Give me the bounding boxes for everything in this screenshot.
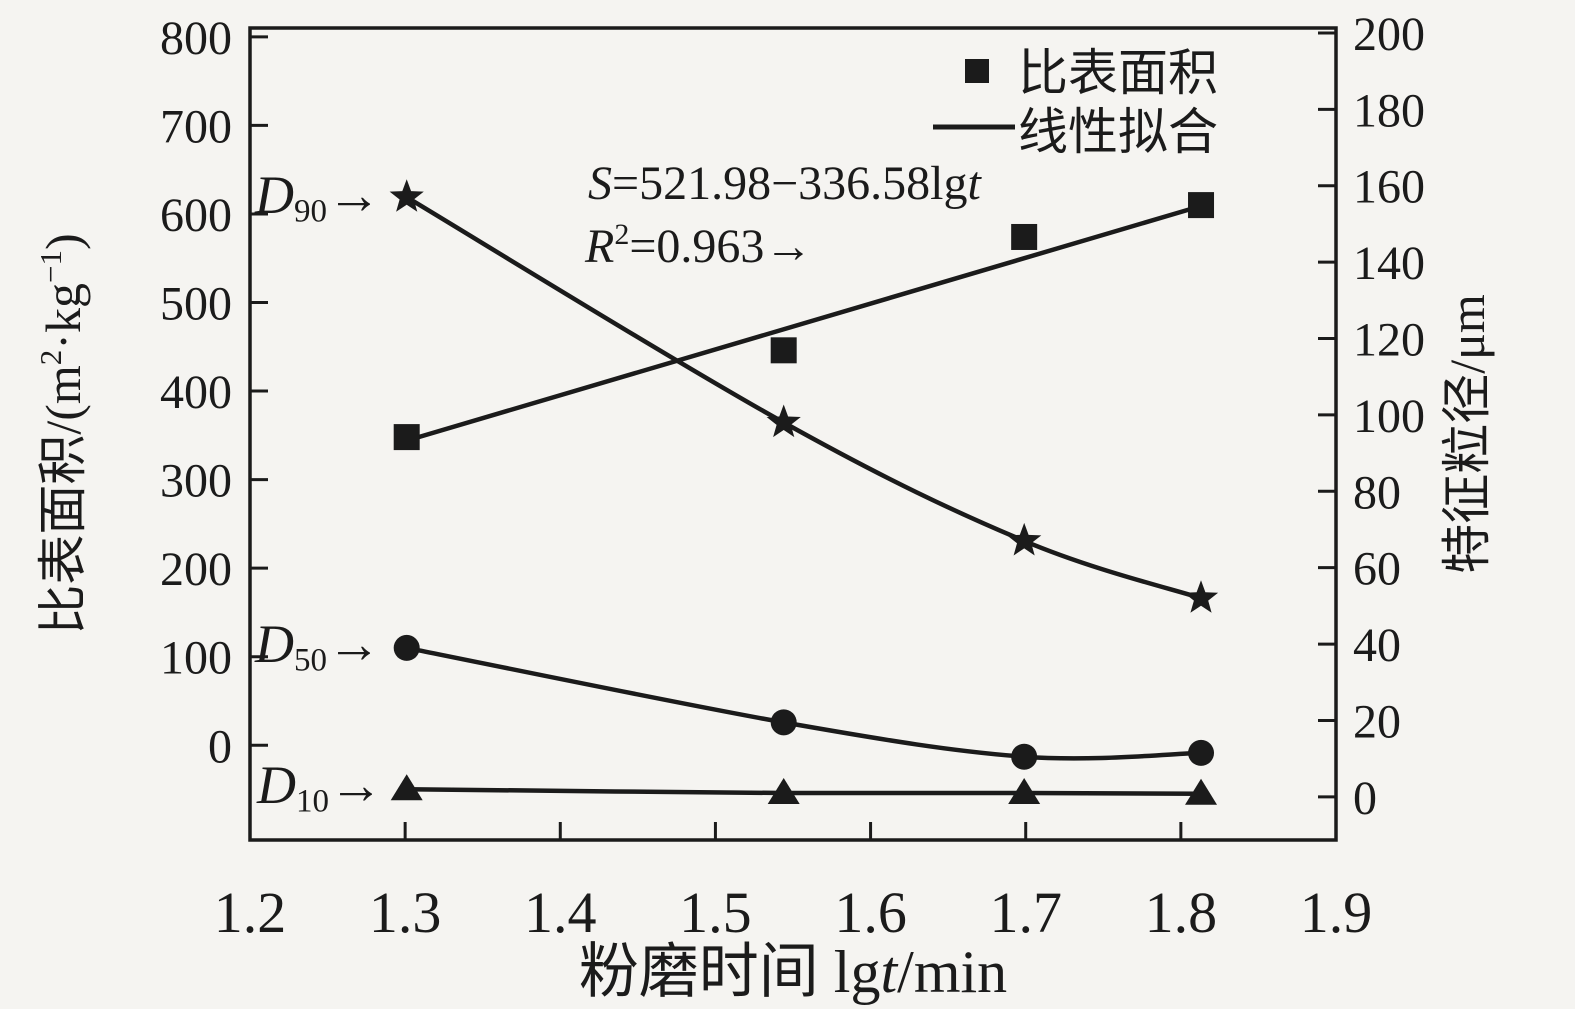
y-right-tick-label: 0 — [1353, 772, 1377, 825]
axis-titles: 粉磨时间 lgt/min 比表面积/(m2·kg−1) 特征粒径/μm — [33, 233, 1495, 1005]
circle-marker — [1188, 739, 1215, 766]
star-marker — [389, 179, 424, 212]
square-marker — [770, 337, 797, 364]
x-axis-tick-label: 1.9 — [1300, 880, 1373, 945]
y-left-tick-label: 700 — [160, 100, 232, 153]
fit-r-squared: R2=0.963→ — [584, 218, 812, 273]
y-right-tick-label: 60 — [1353, 543, 1401, 596]
y-right-tick-label: 40 — [1353, 619, 1401, 672]
circle-marker — [1011, 743, 1038, 770]
legend-square-marker — [965, 59, 989, 83]
annotations: D90→ D50→ D10→ S=521.98−336.58lgt R2=0.963→ — [254, 157, 982, 820]
triangle-marker — [1185, 778, 1218, 805]
star-marker — [1007, 522, 1042, 556]
series-markers — [389, 179, 1219, 805]
series-lines — [404, 194, 1204, 797]
y-right-axis-title: 特征粒径/μm — [1439, 294, 1495, 574]
y-left-tick-label: 800 — [160, 12, 232, 65]
star-marker — [1183, 580, 1219, 613]
y-right-tick-label: 180 — [1353, 84, 1425, 137]
y-right-tick-label: 140 — [1353, 237, 1425, 290]
y-right-tick-label: 200 — [1353, 8, 1425, 61]
fit-equation: S=521.98−336.58lgt — [588, 157, 982, 210]
legend-item-label: 线性拟合 — [1018, 104, 1218, 160]
y-left-tick-label: 400 — [160, 366, 232, 419]
y-right-tick-label: 100 — [1353, 390, 1425, 443]
plot-border — [248, 26, 1338, 842]
y-right-tick-label: 120 — [1353, 314, 1425, 367]
circle-marker — [393, 634, 420, 661]
series-d50-line — [404, 645, 1204, 761]
x-axis-tick-label: 1.5 — [679, 880, 752, 945]
y-right-tick-label: 80 — [1353, 466, 1401, 519]
series-specific-surface-area-points — [393, 192, 1215, 451]
series-linear-fit-line — [404, 203, 1204, 443]
x-axis-tick-label: 1.3 — [369, 880, 442, 945]
y-left-tick-label: 200 — [160, 543, 232, 596]
triangle-marker — [1008, 778, 1041, 805]
d10-label: D10→ — [256, 755, 383, 820]
series-d90-points — [389, 179, 1219, 613]
axes: 1.2 1.3 1.4 1.5 1.6 1.7 1.8 1.90100200300400500… — [160, 8, 1425, 945]
star-marker — [766, 404, 801, 438]
y-left-tick-label: 300 — [160, 455, 232, 508]
x-axis-title: 粉磨时间 lgt/min — [579, 939, 1007, 1005]
y-right-tick-label: 20 — [1353, 695, 1401, 748]
y-left-tick-label: 0 — [208, 720, 232, 773]
y-left-tick-label: 100 — [160, 632, 232, 685]
y-left-tick-label: 500 — [160, 278, 232, 331]
legend-item-label: 比表面积 — [1018, 45, 1218, 101]
x-axis-tick-label: 1.8 — [1145, 880, 1218, 945]
square-marker — [1011, 223, 1038, 250]
y-left-tick-label: 600 — [160, 189, 232, 242]
d90-label: D90→ — [254, 165, 381, 230]
y-left-axis-title: 比表面积/(m2·kg−1) — [33, 233, 91, 634]
triangle-marker — [390, 774, 423, 801]
square-marker — [393, 424, 420, 451]
circle-marker — [770, 709, 797, 736]
y-right-tick-label: 160 — [1353, 161, 1425, 214]
series-d90-line — [404, 194, 1204, 601]
triangle-marker — [767, 778, 800, 805]
series-d10-line — [404, 786, 1204, 797]
x-axis-tick-label: 1.7 — [989, 880, 1062, 945]
x-axis-tick-label: 1.2 — [214, 880, 287, 945]
x-axis-tick-label: 1.4 — [524, 880, 597, 945]
series-d10-points — [390, 774, 1218, 805]
d50-label: D50→ — [254, 614, 381, 679]
series-d50-points — [393, 634, 1215, 770]
square-marker — [1188, 192, 1215, 219]
x-axis-tick-label: 1.6 — [834, 880, 907, 945]
